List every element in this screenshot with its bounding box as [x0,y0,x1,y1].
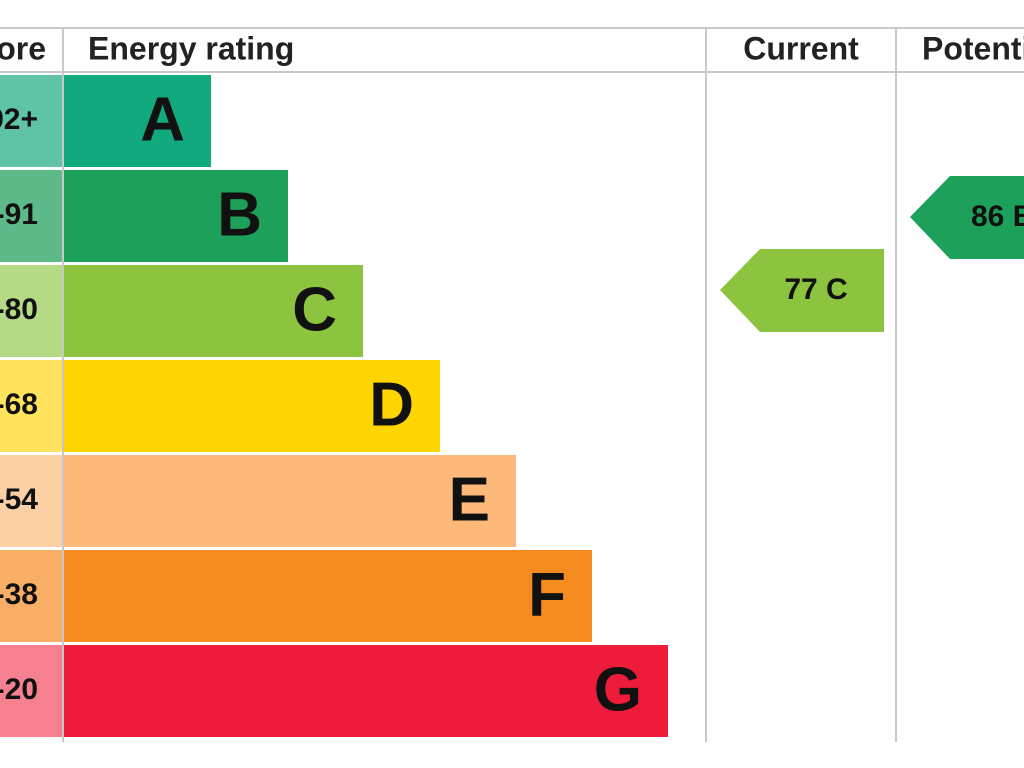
header-rating: Energy rating [88,30,294,66]
score-cell [0,645,62,737]
band-bar [64,455,516,547]
score-cell [0,455,62,547]
score-cell [0,550,62,642]
band-bar [64,360,440,452]
band-bar [64,75,211,167]
band-letter: F [528,560,566,629]
band-letter: G [594,655,642,724]
current-label: 77 C [784,273,847,306]
score-cell [0,170,62,262]
band-letter: B [217,180,262,249]
band-bar [64,550,592,642]
score-label: 1-20 [0,673,38,706]
score-label: 92+ [0,103,38,136]
score-label: 55-68 [0,388,38,421]
band-bar [64,645,668,737]
band-bar [64,170,288,262]
potential-label: 86 B [971,200,1024,233]
grid [0,27,1024,742]
band-letter: C [292,275,337,344]
score-cell [0,265,62,357]
score-label: 69-80 [0,293,38,326]
header-potential: Potential [922,30,1024,66]
rows: 92+ A 81-91 B 69-80 C 55-68 D 39-54 E 21-38 F 1-20 G [0,75,668,737]
header-current: Current [743,30,859,66]
header-score: Score [0,30,46,66]
band-letter: E [449,465,490,534]
score-cell [0,75,62,167]
potential-arrow [910,176,1024,259]
score-label: 39-54 [0,483,38,516]
score-label: 21-38 [0,578,38,611]
band-letter: A [140,85,185,154]
score-cell [0,360,62,452]
band-letter: D [369,370,414,439]
band-bar [64,265,363,357]
current-arrow [720,249,884,332]
score-label: 81-91 [0,198,38,231]
